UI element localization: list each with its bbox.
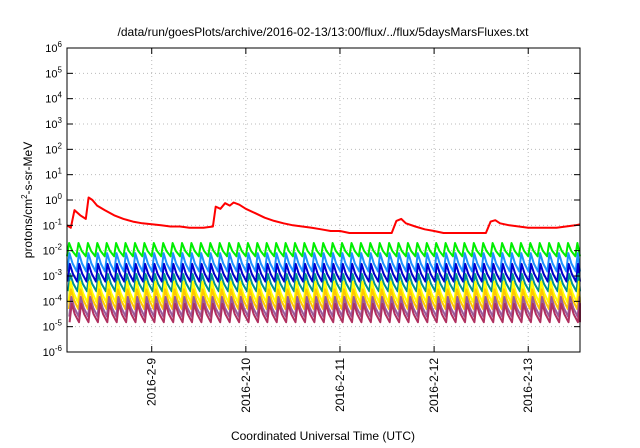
y-tick-label: 104: [45, 91, 62, 106]
y-tick-label: 10-1: [43, 217, 63, 232]
y-axis-label-post: -s-sr-MeV: [21, 142, 35, 195]
flux-series-line: [66, 252, 581, 273]
flux-series-line: [67, 273, 581, 293]
flux-series-line: [66, 262, 581, 283]
flux-series-line: [66, 242, 581, 258]
x-tick-label: 2016-2-12: [427, 358, 441, 413]
flux-series-line: [67, 288, 581, 310]
flux-series-line: [68, 302, 581, 324]
x-tick-label: 2016-2-10: [239, 358, 253, 413]
chart-title: /data/run/goesPlots/archive/2016-02-13/1…: [118, 25, 530, 39]
flux-series-line: [67, 280, 581, 304]
x-axis-label: Coordinated Universal Time (UTC): [231, 429, 415, 443]
flux-series-red-line: [66, 196, 581, 234]
y-tick-label: 100: [45, 192, 62, 207]
flux-series-line: [68, 295, 581, 318]
y-axis-ticks: 10-6 10-5 10-4 10-3 10-2 10-1 100 101 102 103 104 1…: [43, 40, 580, 359]
y-tick-label: 10-3: [43, 268, 63, 283]
series-group: [66, 196, 581, 324]
y-axis-label: protons/cm2-s-sr-MeV: [20, 142, 35, 258]
x-tick-label: 2016-2-13: [521, 358, 535, 413]
y-tick-label: 10-4: [43, 293, 63, 308]
y-tick-label: 10-5: [43, 319, 63, 334]
y-tick-label: 102: [45, 141, 62, 156]
x-tick-label: 2016-2-9: [145, 358, 159, 406]
y-axis-label-sup: 2: [20, 194, 29, 199]
y-tick-label: 105: [45, 65, 62, 80]
y-axis-label-pre: protons/cm: [21, 199, 35, 258]
y-tick-label: 103: [45, 116, 62, 131]
y-tick-label: 106: [45, 40, 62, 55]
x-tick-label: 2016-2-11: [333, 358, 347, 412]
y-tick-label: 10-6: [43, 344, 63, 359]
y-tick-label: 10-2: [43, 243, 63, 258]
y-tick-label: 101: [45, 167, 62, 182]
x-axis-ticks: 2016-2-9 2016-2-10 2016-2-11 2016-2-12 2016-…: [145, 48, 535, 413]
